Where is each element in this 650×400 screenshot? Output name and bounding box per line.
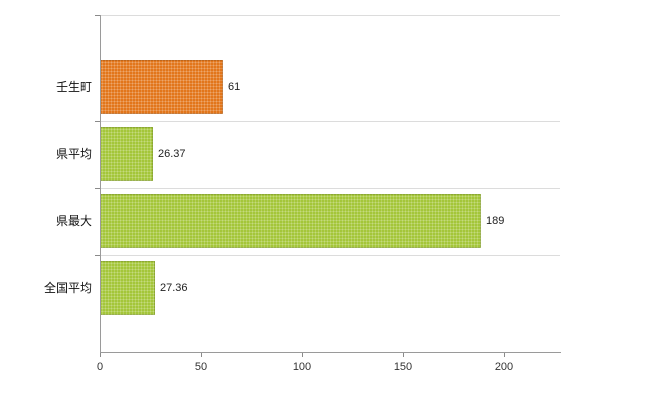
x-axis-tick	[201, 352, 202, 357]
category-separator-gridline	[100, 254, 560, 256]
y-axis-tick	[95, 120, 100, 122]
chart-bar	[100, 194, 481, 248]
x-axis-tick	[403, 352, 404, 357]
x-axis-tick-label: 100	[292, 361, 312, 373]
x-axis-tick	[302, 352, 303, 357]
x-axis-tick-label: 50	[194, 361, 208, 373]
x-axis-line	[100, 352, 561, 353]
category-separator-gridline	[100, 187, 560, 189]
y-axis-tick	[95, 254, 100, 256]
x-axis-tick-label: 0	[96, 361, 104, 373]
x-axis-tick-label: 200	[494, 361, 514, 373]
bar-value-label: 26.37	[158, 148, 186, 160]
y-axis-tick	[95, 187, 100, 189]
category-label: 壬生町	[55, 80, 92, 94]
chart-bar	[100, 127, 153, 181]
bar-value-label: 61	[228, 81, 241, 93]
bar-value-label: 27.36	[160, 282, 188, 294]
chart-bar	[100, 60, 223, 114]
bar-value-label: 189	[486, 215, 505, 227]
category-label: 県最大	[55, 214, 92, 228]
y-axis-tick	[95, 15, 100, 16]
y-axis-line	[100, 15, 101, 352]
x-axis-tick-label: 150	[393, 361, 413, 373]
category-separator-gridline	[100, 120, 560, 122]
category-label: 県平均	[55, 147, 92, 161]
x-axis-tick	[100, 352, 101, 357]
plot-top-gridline	[100, 15, 560, 16]
x-axis-tick	[504, 352, 505, 357]
category-label: 全国平均	[43, 281, 92, 295]
chart-bar	[100, 261, 155, 315]
